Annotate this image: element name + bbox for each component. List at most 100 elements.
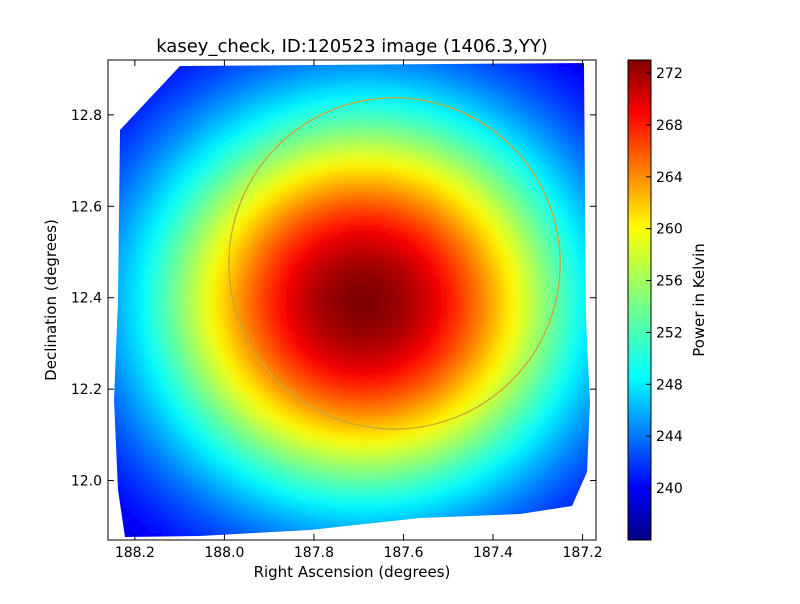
heatmap-cell: [476, 428, 485, 437]
heatmap-cell: [212, 396, 221, 405]
heatmap-cell: [140, 180, 149, 189]
heatmap-cell: [276, 476, 285, 485]
heatmap-cell: [236, 388, 245, 397]
heatmap-cell: [332, 196, 341, 205]
heatmap-cell: [492, 172, 501, 181]
heatmap-cell: [180, 156, 189, 165]
heatmap-cell: [564, 444, 573, 453]
heatmap-cell: [188, 364, 197, 373]
heatmap-cell: [268, 68, 277, 77]
heatmap-cell: [156, 300, 165, 309]
heatmap-cell: [460, 492, 469, 501]
heatmap-cell: [284, 204, 293, 213]
heatmap-cell: [188, 116, 197, 125]
heatmap-cell: [388, 292, 397, 301]
heatmap-cell: [148, 212, 157, 221]
heatmap-cell: [156, 188, 165, 197]
heatmap-cell: [148, 428, 157, 437]
heatmap-cell: [132, 100, 141, 109]
heatmap-cell: [452, 468, 461, 477]
heatmap-cell: [236, 148, 245, 157]
heatmap-cell: [412, 500, 421, 509]
heatmap-cell: [260, 452, 269, 461]
heatmap-cell: [460, 268, 469, 277]
heatmap-cell: [244, 388, 253, 397]
heatmap-cell: [148, 92, 157, 101]
heatmap-cell: [212, 180, 221, 189]
heatmap-cell: [460, 476, 469, 485]
heatmap-cell: [156, 196, 165, 205]
heatmap-cell: [484, 140, 493, 149]
heatmap-cell: [428, 84, 437, 93]
heatmap-cell: [428, 116, 437, 125]
heatmap-cell: [492, 452, 501, 461]
heatmap: [92, 63, 605, 557]
heatmap-cell: [556, 484, 565, 493]
heatmap-cell: [204, 396, 213, 405]
heatmap-cell: [188, 300, 197, 309]
heatmap-cell: [388, 188, 397, 197]
heatmap-cell: [228, 140, 237, 149]
heatmap-cell: [196, 428, 205, 437]
heatmap-cell: [260, 212, 269, 221]
heatmap-cell: [436, 204, 445, 213]
heatmap-cell: [468, 292, 477, 301]
heatmap-cell: [244, 420, 253, 429]
heatmap-cell: [412, 388, 421, 397]
heatmap-cell: [532, 244, 541, 253]
heatmap-cell: [540, 228, 549, 237]
heatmap-cell: [180, 68, 189, 77]
heatmap-cell: [364, 332, 373, 341]
heatmap-cell: [444, 188, 453, 197]
heatmap-cell: [572, 460, 581, 469]
heatmap-cell: [404, 412, 413, 421]
heatmap-cell: [460, 380, 469, 389]
heatmap-cell: [212, 140, 221, 149]
heatmap-cell: [292, 388, 301, 397]
heatmap-cell: [548, 132, 557, 141]
heatmap-cell: [452, 284, 461, 293]
heatmap-cell: [180, 124, 189, 133]
heatmap-cell: [116, 100, 125, 109]
heatmap-cell: [340, 460, 349, 469]
heatmap-cell: [532, 548, 541, 557]
heatmap-cell: [436, 252, 445, 261]
heatmap-cell: [404, 532, 413, 537]
heatmap-cell: [212, 148, 221, 157]
heatmap-cell: [348, 204, 357, 213]
heatmap-cell: [260, 268, 269, 277]
heatmap-cell: [484, 412, 493, 421]
heatmap-cell: [276, 252, 285, 261]
heatmap-cell: [340, 188, 349, 197]
heatmap-cell: [540, 324, 549, 333]
heatmap-cell: [452, 348, 461, 357]
heatmap-cell: [420, 372, 429, 381]
heatmap-cell: [316, 148, 325, 157]
heatmap-cell: [540, 292, 549, 301]
heatmap-cell: [468, 396, 477, 405]
heatmap-cell: [244, 500, 253, 509]
heatmap-cell: [484, 340, 493, 349]
heatmap-cell: [436, 244, 445, 253]
heatmap-cell: [564, 428, 573, 437]
heatmap-cell: [92, 132, 101, 141]
heatmap-cell: [436, 324, 445, 333]
heatmap-cell: [172, 412, 181, 421]
heatmap-cell: [124, 292, 133, 301]
heatmap-cell: [196, 212, 205, 221]
heatmap-cell: [596, 116, 605, 125]
heatmap-cell: [388, 116, 397, 125]
heatmap-cell: [476, 76, 485, 85]
heatmap-cell: [580, 63, 589, 69]
heatmap-cell: [372, 340, 381, 349]
heatmap-cell: [196, 412, 205, 421]
heatmap-cell: [572, 388, 581, 397]
heatmap-cell: [276, 156, 285, 165]
heatmap-cell: [404, 436, 413, 445]
heatmap-cell: [476, 268, 485, 277]
heatmap-cell: [500, 516, 509, 525]
heatmap-cell: [196, 340, 205, 349]
heatmap-cell: [396, 180, 405, 189]
heatmap-cell: [412, 196, 421, 205]
heatmap-cell: [196, 92, 205, 101]
